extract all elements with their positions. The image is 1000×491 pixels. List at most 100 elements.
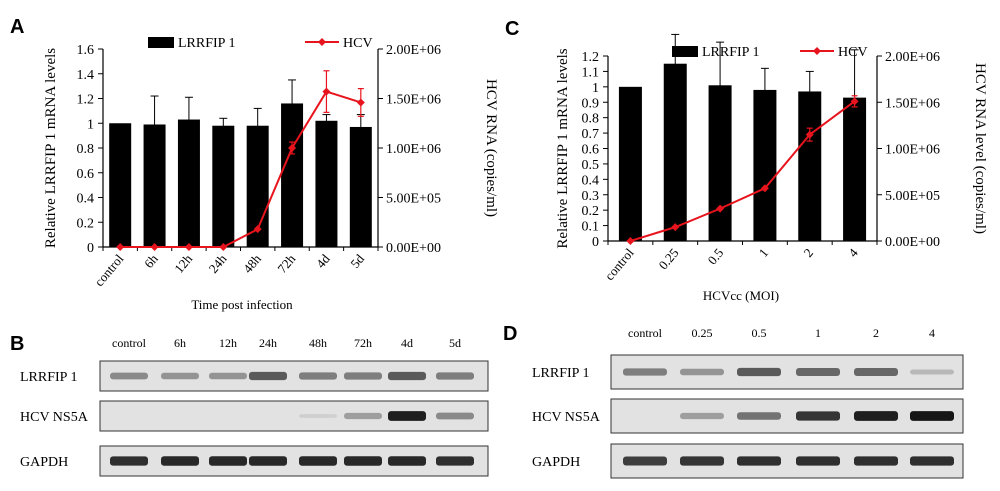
y-tick-label: 0.1 bbox=[582, 220, 600, 235]
x-tick-label: 48h bbox=[240, 251, 264, 276]
y-tick-label: 1.2 bbox=[582, 50, 600, 65]
hcv-point bbox=[184, 243, 193, 251]
blot-band bbox=[110, 456, 148, 466]
blot-strip bbox=[99, 400, 489, 432]
blot-band bbox=[854, 456, 898, 466]
y-axis-title: Relative LRRFIP 1 mRNA levels bbox=[555, 48, 571, 248]
x-tick-label: 72h bbox=[274, 251, 298, 276]
chart-a: 0 0.2 0.4 0.6 0.8 1 1.2 1.4 1.6 0.00E+00 5.00E+05 1… bbox=[43, 36, 499, 312]
blot-band bbox=[796, 368, 840, 376]
legend-label-hcv: HCV bbox=[343, 36, 373, 51]
blot-band bbox=[209, 372, 247, 380]
blot-band bbox=[249, 371, 287, 381]
blot-strip bbox=[610, 398, 964, 434]
x-tick-label: 1 bbox=[756, 245, 772, 260]
blot-band bbox=[209, 456, 247, 466]
lane-label: 0.25 bbox=[692, 326, 713, 340]
y-tick-label: 0.4 bbox=[582, 173, 600, 188]
y-tick-label: 1 bbox=[592, 81, 599, 96]
legend-swatch-lrrfip1 bbox=[672, 46, 698, 57]
bar bbox=[212, 125, 235, 247]
blot-band bbox=[344, 372, 382, 380]
blot-band bbox=[796, 456, 840, 466]
y2-tick-label: 2.00E+06 bbox=[386, 43, 441, 58]
x-tick-label: 5d bbox=[347, 251, 367, 271]
y2-tick-label: 1.00E+06 bbox=[386, 142, 441, 157]
blot-row-label: HCV NS5A bbox=[532, 410, 601, 425]
y2-tick-label: 0.00E+00 bbox=[885, 235, 940, 250]
blot-band bbox=[910, 369, 954, 375]
bar bbox=[798, 91, 822, 241]
blot-band bbox=[299, 456, 337, 466]
y2-tick-label: 1.00E+06 bbox=[885, 143, 940, 158]
blot-band bbox=[249, 456, 287, 466]
hcv-line bbox=[120, 90, 362, 248]
y-tick-label: 0.4 bbox=[77, 192, 95, 207]
x-tick-label: 0.5 bbox=[704, 245, 726, 267]
y-axis-title: Relative LRRFIP 1 mRNA levels bbox=[43, 48, 59, 248]
lane-label: 6h bbox=[174, 336, 186, 350]
blot-strip bbox=[610, 354, 964, 390]
y-tick-label: 0.3 bbox=[582, 189, 600, 204]
lane-label: 12h bbox=[219, 336, 237, 350]
blot-band bbox=[161, 372, 199, 380]
y-tick-label: 1 bbox=[87, 117, 94, 132]
y-tick-label: 0.7 bbox=[582, 127, 600, 142]
y2-tick-label: 1.50E+06 bbox=[885, 96, 940, 111]
legend-marker-hcv bbox=[813, 47, 821, 55]
y-tick-label: 0.2 bbox=[582, 204, 600, 219]
blot-row-label: GAPDH bbox=[20, 455, 68, 470]
blot-strip bbox=[99, 360, 489, 392]
bar bbox=[143, 124, 166, 247]
blot-band bbox=[796, 411, 840, 421]
y-tick-label: 0.8 bbox=[77, 142, 95, 157]
x-tick-label: 24h bbox=[206, 251, 230, 276]
x-axis-title: HCVcc (MOI) bbox=[703, 288, 779, 303]
hcv-point bbox=[671, 223, 680, 232]
hcv-point bbox=[219, 243, 228, 251]
blot-band bbox=[436, 456, 474, 466]
blot-band bbox=[299, 414, 337, 418]
legend-marker-hcv bbox=[318, 38, 326, 46]
panel-letter-c: C bbox=[505, 18, 519, 40]
lane-label: 2 bbox=[873, 326, 879, 340]
blot-band bbox=[910, 456, 954, 466]
blot-row-label: GAPDH bbox=[532, 455, 580, 470]
x-tick-label: 6h bbox=[141, 251, 161, 271]
chart-c: 00.10.20.30.40.50.60.70.80.911.11.20.00E… bbox=[555, 33, 988, 303]
x-tick-label: control bbox=[91, 251, 126, 289]
x-tick-label: 0.25 bbox=[655, 245, 681, 272]
x-axis-title: Time post infection bbox=[191, 297, 293, 312]
blot-band bbox=[680, 456, 724, 466]
lane-label: 0.5 bbox=[752, 326, 767, 340]
lane-label: 4d bbox=[401, 336, 413, 350]
lane-label: 72h bbox=[354, 336, 372, 350]
blot-band bbox=[388, 411, 426, 421]
x-tick-label: control bbox=[602, 245, 637, 283]
y-tick-label: 0.9 bbox=[582, 96, 600, 111]
bar bbox=[618, 86, 642, 241]
y-tick-label: 0 bbox=[87, 241, 94, 256]
blot-band bbox=[854, 411, 898, 421]
bar bbox=[708, 85, 732, 242]
blot-band bbox=[388, 456, 426, 466]
blot-band bbox=[161, 456, 199, 466]
blot-band bbox=[737, 367, 781, 377]
legend-swatch-lrrfip1 bbox=[148, 37, 174, 48]
hcv-point bbox=[716, 204, 725, 213]
hcv-point bbox=[116, 243, 125, 251]
bar bbox=[663, 63, 687, 242]
lane-label: 1 bbox=[815, 326, 821, 340]
hcv-point bbox=[150, 243, 159, 251]
blot-row-label: LRRFIP 1 bbox=[20, 370, 77, 385]
y-tick-label: 1.4 bbox=[77, 68, 95, 83]
x-tick-label: 2 bbox=[800, 245, 816, 260]
y-tick-label: 0.2 bbox=[77, 216, 95, 231]
panel-letter-a: A bbox=[10, 16, 24, 38]
blot-band bbox=[110, 372, 148, 380]
y-tick-label: 0.8 bbox=[582, 112, 600, 127]
blot-band bbox=[623, 368, 667, 376]
y2-tick-label: 0.00E+00 bbox=[386, 241, 441, 256]
lane-label: 48h bbox=[309, 336, 327, 350]
